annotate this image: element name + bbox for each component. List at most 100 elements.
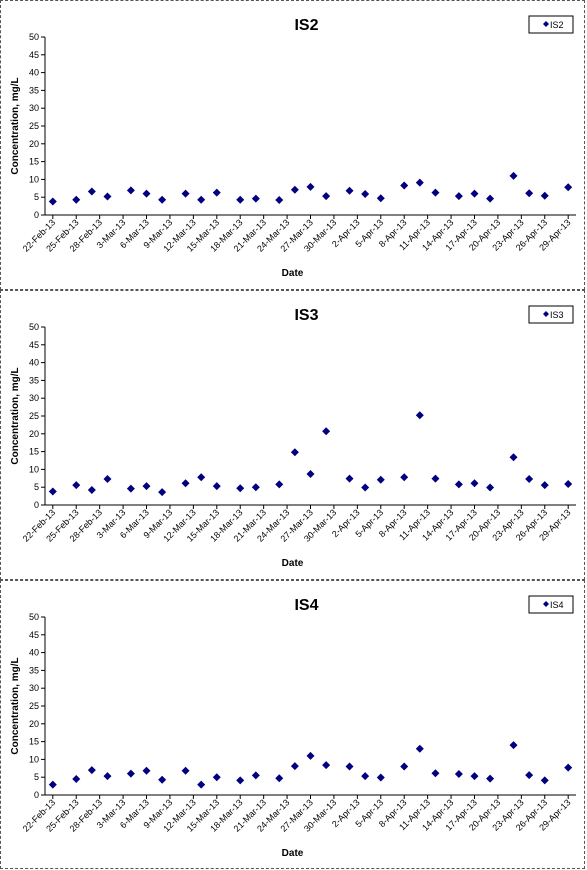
- data-point: [48, 780, 57, 789]
- data-point: [564, 183, 573, 192]
- data-point: [322, 192, 331, 201]
- y-tick-label: 5: [34, 482, 39, 492]
- data-point: [197, 473, 206, 482]
- data-point: [126, 484, 135, 493]
- data-point: [306, 182, 315, 191]
- data-point: [72, 774, 81, 783]
- data-point: [400, 762, 409, 771]
- data-point: [87, 486, 96, 495]
- data-point: [361, 483, 370, 492]
- data-point: [509, 741, 518, 750]
- data-point: [103, 772, 112, 781]
- data-point: [564, 763, 573, 772]
- chart-title: IS2: [294, 17, 318, 34]
- y-tick-label: 30: [29, 393, 39, 403]
- data-point: [158, 775, 167, 784]
- data-point: [181, 766, 190, 775]
- y-axis-title: Concentration, mg/L: [10, 367, 21, 464]
- data-point: [275, 480, 284, 489]
- y-tick-label: 40: [29, 648, 39, 658]
- legend-marker: [543, 21, 549, 27]
- data-point: [251, 194, 260, 203]
- legend-marker: [543, 601, 549, 607]
- y-tick-label: 35: [29, 665, 39, 675]
- x-axis-title: Date: [282, 268, 304, 279]
- data-point: [415, 178, 424, 187]
- data-point: [158, 195, 167, 204]
- chart-panel-is3: IS3 IS3 0 5 10 15 20 25 30 35 40 45 50 22-Feb-13 25-Fe…: [0, 290, 585, 580]
- y-tick-label: 20: [29, 139, 39, 149]
- data-point: [415, 744, 424, 753]
- data-point: [126, 769, 135, 778]
- data-point: [306, 751, 315, 760]
- data-point: [290, 185, 299, 194]
- data-point: [72, 195, 81, 204]
- data-point: [345, 762, 354, 771]
- data-point: [454, 192, 463, 201]
- data-point: [431, 188, 440, 197]
- data-point: [486, 194, 495, 203]
- data-point: [486, 774, 495, 783]
- y-axis-title: Concentration, mg/L: [10, 657, 21, 754]
- y-tick-label: 30: [29, 103, 39, 113]
- legend-box: [528, 305, 574, 324]
- data-point: [431, 769, 440, 778]
- data-point: [322, 427, 331, 436]
- y-tick-label: 25: [29, 701, 39, 711]
- data-point: [275, 774, 284, 783]
- y-tick-label: 35: [29, 85, 39, 95]
- data-point: [376, 194, 385, 203]
- data-point: [197, 780, 206, 789]
- data-point: [322, 761, 331, 770]
- y-tick-label: 0: [34, 500, 39, 510]
- data-point: [361, 772, 370, 781]
- data-point: [415, 411, 424, 420]
- data-point: [525, 189, 534, 198]
- chart-title: IS3: [294, 307, 318, 324]
- data-point: [290, 762, 299, 771]
- y-tick-label: 25: [29, 121, 39, 131]
- legend-label: IS4: [550, 600, 564, 610]
- data-point: [454, 769, 463, 778]
- x-axis-title: Date: [282, 848, 304, 859]
- x-axis-title: Date: [282, 558, 304, 569]
- data-point: [181, 189, 190, 198]
- data-point: [290, 448, 299, 457]
- y-tick-label: 35: [29, 375, 39, 385]
- legend-label: IS2: [550, 20, 564, 30]
- data-point: [142, 482, 151, 491]
- data-point: [212, 482, 221, 491]
- data-point: [48, 197, 57, 206]
- y-tick-label: 50: [29, 32, 39, 42]
- legend: IS3: [528, 305, 574, 324]
- data-point: [400, 473, 409, 482]
- y-tick-label: 0: [34, 210, 39, 220]
- y-tick-label: 0: [34, 790, 39, 800]
- legend-box: [528, 595, 574, 614]
- legend: IS2: [528, 15, 574, 34]
- data-point: [345, 186, 354, 195]
- data-point: [470, 189, 479, 198]
- y-tick-label: 20: [29, 429, 39, 439]
- data-point: [48, 487, 57, 496]
- data-point: [236, 195, 245, 204]
- data-point: [275, 196, 284, 205]
- y-tick-label: 45: [29, 630, 39, 640]
- data-point: [212, 773, 221, 782]
- data-point: [345, 474, 354, 483]
- data-point: [197, 195, 206, 204]
- data-point: [564, 479, 573, 488]
- y-tick-label: 30: [29, 683, 39, 693]
- chart-svg-is3: IS3 IS30510152025303540455022-Feb-1325-Fe…: [10, 305, 576, 569]
- data-point: [103, 475, 112, 484]
- legend-label: IS3: [550, 310, 564, 320]
- legend: IS4: [528, 595, 574, 614]
- chart-panel-is4: IS4 IS4 0 5 10 15 20 25 30 35 40 45 50 22-Feb-13 25-Fe…: [0, 580, 585, 869]
- data-point: [181, 479, 190, 488]
- y-tick-label: 15: [29, 157, 39, 167]
- y-tick-label: 45: [29, 340, 39, 350]
- data-point: [509, 453, 518, 462]
- data-point: [540, 481, 549, 490]
- data-point: [142, 766, 151, 775]
- legend-box: [528, 15, 574, 34]
